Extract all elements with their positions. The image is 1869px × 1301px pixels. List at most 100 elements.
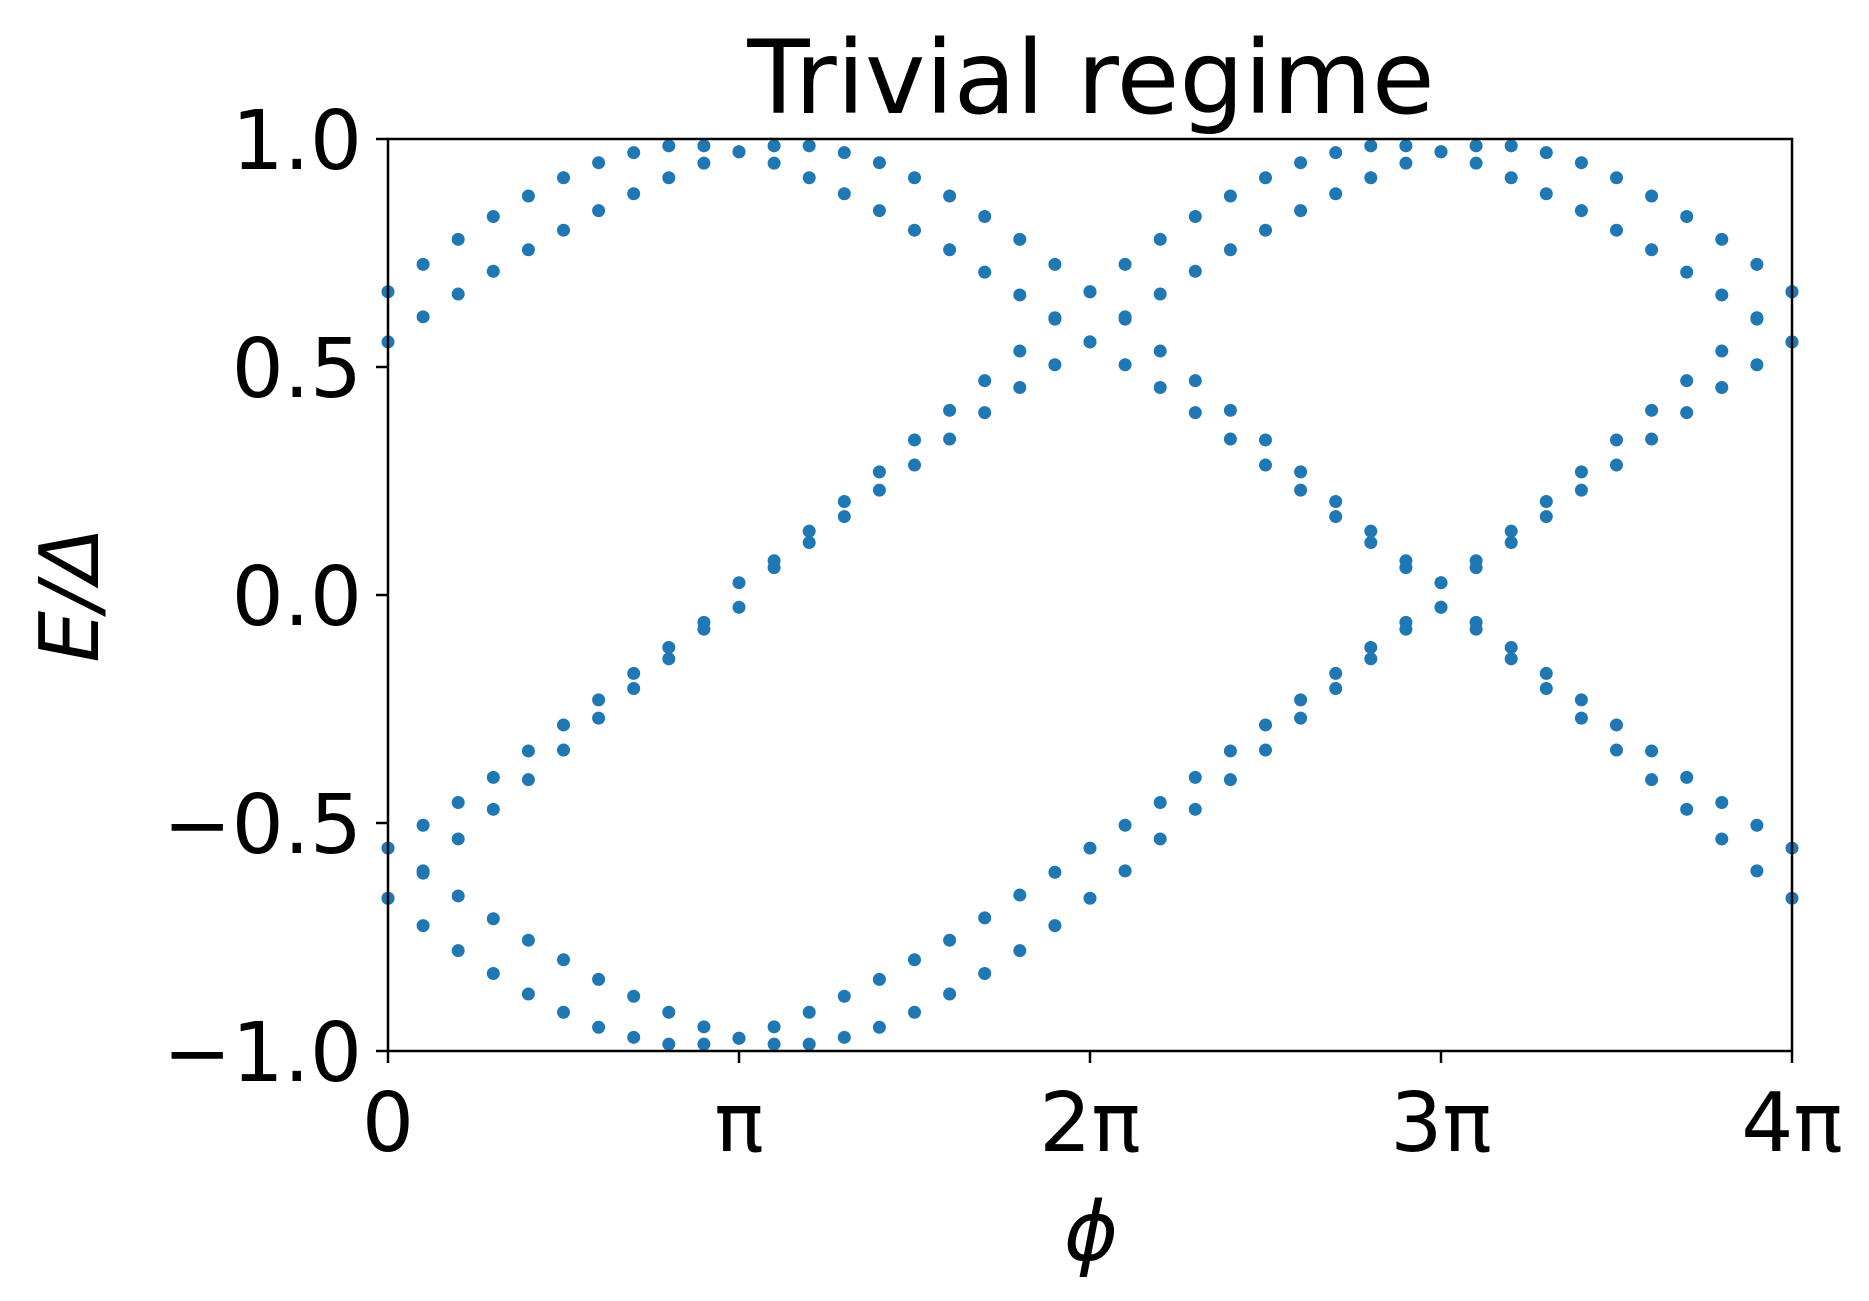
data-point	[451, 232, 465, 246]
data-point	[1083, 285, 1097, 299]
data-point	[1574, 483, 1588, 497]
data-point	[697, 622, 711, 636]
data-point	[943, 189, 957, 203]
data-point	[1364, 139, 1378, 153]
data-point	[697, 1020, 711, 1034]
data-point	[908, 171, 921, 185]
data-point	[1188, 374, 1202, 388]
data-point	[1118, 310, 1132, 324]
x-tick-label: 2π	[1039, 1076, 1141, 1171]
data-point	[1539, 681, 1553, 695]
data-point	[1399, 622, 1413, 636]
data-point	[1504, 640, 1518, 654]
data-point	[1118, 358, 1132, 372]
data-point	[1259, 433, 1272, 447]
data-point	[802, 139, 816, 153]
data-point	[1715, 381, 1729, 395]
data-point	[1188, 210, 1202, 224]
data-point	[1574, 711, 1588, 725]
data-point	[802, 1005, 816, 1019]
data-point	[557, 223, 570, 237]
data-point	[1574, 204, 1588, 218]
data-point	[627, 187, 641, 201]
data-point	[767, 156, 781, 170]
y-tick-label: −1.0	[163, 1006, 362, 1101]
data-point	[767, 1037, 781, 1051]
data-point	[872, 204, 886, 218]
data-point	[1469, 156, 1483, 170]
data-point	[1645, 243, 1659, 257]
data-point	[1504, 171, 1518, 185]
data-point	[1645, 773, 1659, 787]
data-point	[1294, 465, 1308, 479]
data-point	[1504, 139, 1518, 153]
data-point	[1083, 335, 1097, 349]
data-point	[592, 711, 606, 725]
data-point	[1750, 312, 1764, 326]
data-point	[1294, 483, 1308, 497]
data-point	[1364, 640, 1378, 654]
data-point	[521, 744, 535, 758]
data-point	[451, 889, 465, 903]
data-point	[1680, 406, 1694, 420]
data-point	[1434, 145, 1448, 159]
data-point	[1118, 864, 1132, 878]
data-point	[1715, 832, 1729, 846]
plot-frame	[386, 137, 1794, 1053]
data-point	[1188, 264, 1202, 278]
data-point	[1680, 210, 1694, 224]
data-point	[486, 210, 500, 224]
data-point	[1539, 510, 1553, 524]
data-point	[451, 287, 465, 301]
data-point	[592, 204, 606, 218]
data-point	[627, 666, 641, 680]
data-point	[592, 693, 606, 707]
x-axis: 0 π 2π 3π 4π	[362, 1051, 1843, 1171]
y-tick-label: 0.5	[232, 322, 362, 417]
data-point	[1259, 171, 1272, 185]
data-point	[872, 465, 886, 479]
data-point	[416, 257, 430, 271]
data-point	[1645, 744, 1659, 758]
data-point	[1153, 381, 1167, 395]
data-point	[1504, 536, 1518, 550]
data-point	[1118, 257, 1132, 271]
data-point	[1013, 888, 1027, 902]
data-point	[1013, 344, 1027, 358]
data-point	[1188, 802, 1202, 816]
data-point	[557, 743, 570, 757]
data-point	[1610, 223, 1623, 237]
data-point	[697, 1037, 711, 1051]
data-point	[1083, 841, 1097, 855]
data-point	[1610, 433, 1623, 447]
plot-area	[381, 139, 1799, 1051]
data-point	[1750, 358, 1764, 372]
data-point	[486, 802, 500, 816]
data-point	[802, 524, 816, 538]
data-point	[1364, 171, 1378, 185]
data-point	[1153, 287, 1167, 301]
data-point	[1013, 232, 1027, 246]
data-point	[697, 156, 711, 170]
data-point	[802, 1037, 816, 1051]
data-point	[1539, 666, 1553, 680]
data-point	[1048, 865, 1062, 879]
data-point	[1645, 189, 1659, 203]
data-point	[1715, 288, 1729, 302]
data-point	[557, 1005, 570, 1019]
y-tick-label: 1.0	[232, 94, 362, 189]
data-point	[802, 171, 816, 185]
data-point	[486, 264, 500, 278]
data-point	[1013, 944, 1027, 958]
data-point	[697, 139, 711, 153]
data-point	[1610, 718, 1623, 732]
data-point	[592, 156, 606, 170]
data-point	[1223, 243, 1237, 257]
data-point	[416, 310, 430, 324]
data-point	[416, 919, 430, 933]
data-point	[943, 243, 957, 257]
data-point	[1153, 344, 1167, 358]
data-point	[1750, 257, 1764, 271]
data-point	[802, 536, 816, 550]
